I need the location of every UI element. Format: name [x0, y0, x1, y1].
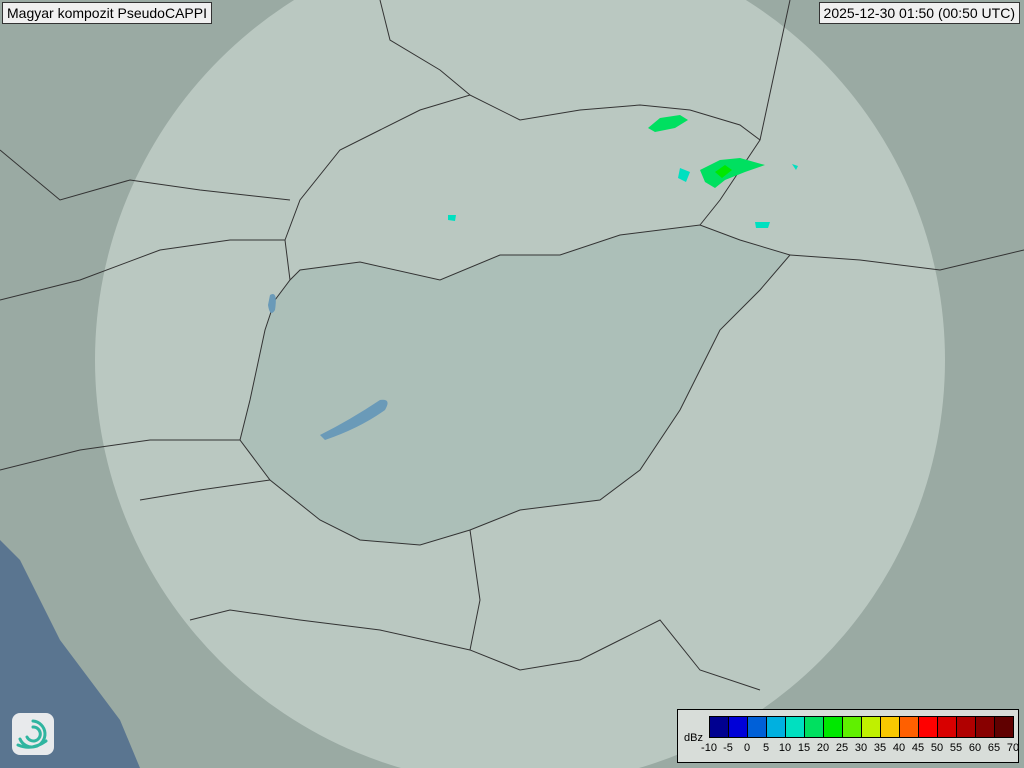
adriatic-sea	[0, 540, 140, 768]
legend-tick-label: 15	[797, 742, 811, 754]
legend-tick-label: 40	[892, 742, 906, 754]
hungary-area	[240, 225, 790, 545]
legend-tick-label: -5	[723, 742, 733, 754]
echo-cell	[700, 158, 765, 188]
lake-neusiedl	[268, 294, 276, 314]
product-title: Magyar kompozit PseudoCAPPI	[2, 2, 212, 24]
omsz-logo	[12, 713, 54, 755]
legend-tick-label: -10	[701, 742, 717, 754]
legend-color-cell	[862, 717, 881, 737]
legend-tick-label: 65	[987, 742, 1001, 754]
echo-cell	[448, 215, 456, 221]
legend-color-cell	[786, 717, 805, 737]
legend-color-cell	[805, 717, 824, 737]
legend-color-cell	[900, 717, 919, 737]
echo-cell	[792, 164, 798, 170]
legend-color-cell	[767, 717, 786, 737]
legend-tick-label: 25	[835, 742, 849, 754]
radar-echoes	[448, 115, 798, 228]
legend-color-cell	[919, 717, 938, 737]
swirl-logo-icon	[16, 719, 48, 749]
legend-color-cell	[957, 717, 976, 737]
dbz-legend: dBz -10 -5 0 5 10 15 20 25 30 35 40 45 50 55 60 65 70	[677, 709, 1019, 763]
legend-unit: dBz	[684, 732, 703, 744]
echo-cell	[755, 222, 770, 228]
legend-tick-label: 30	[854, 742, 868, 754]
legend-tick-label: 10	[778, 742, 792, 754]
legend-color-cell	[824, 717, 843, 737]
legend-color-cell	[881, 717, 900, 737]
legend-tick-label: 45	[911, 742, 925, 754]
legend-tick-label: 20	[816, 742, 830, 754]
legend-tick-label: 70	[1006, 742, 1020, 754]
echo-cell	[678, 168, 690, 182]
legend-tick-label: 60	[968, 742, 982, 754]
country-borders	[0, 0, 1024, 691]
legend-color-cell	[729, 717, 748, 737]
legend-tick-label: 0	[743, 742, 751, 754]
legend-ticks: -10 -5 0 5 10 15 20 25 30 35 40 45 50 55 60 65 70	[701, 742, 1019, 758]
legend-tick-label: 55	[949, 742, 963, 754]
legend-color-cell	[976, 717, 995, 737]
legend-tick-label: 35	[873, 742, 887, 754]
legend-tick-label: 5	[762, 742, 770, 754]
legend-color-cell	[710, 717, 729, 737]
echo-cell	[715, 165, 732, 178]
echo-cell	[648, 115, 688, 132]
lake-balaton	[320, 399, 388, 440]
legend-color-cell	[938, 717, 957, 737]
color-scale	[709, 716, 1014, 738]
legend-color-cell	[843, 717, 862, 737]
legend-tick-label: 50	[930, 742, 944, 754]
legend-color-cell	[995, 717, 1013, 737]
legend-color-cell	[748, 717, 767, 737]
timestamp: 2025-12-30 01:50 (00:50 UTC)	[818, 2, 1020, 24]
